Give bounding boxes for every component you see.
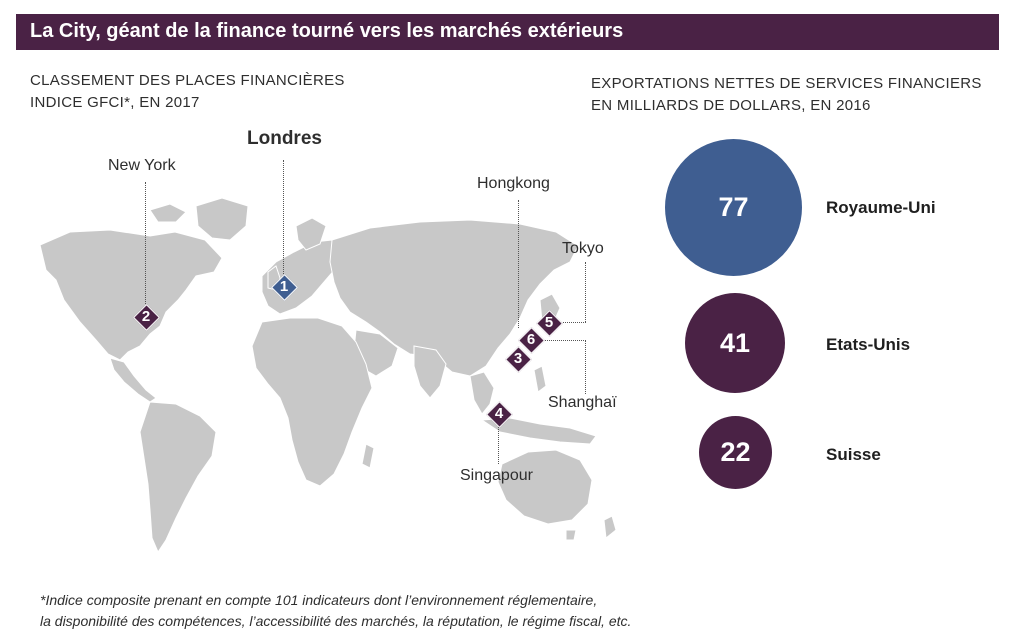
leader-line-tokyo-h (560, 322, 586, 323)
leader-line-londres (283, 160, 284, 278)
world-map: Londres New York Hongkong Singapour Toky… (39, 128, 617, 554)
arctic-islands-shape (149, 203, 187, 223)
leader-line-tokyo-v (585, 262, 586, 322)
leader-line-shanghai-h (540, 340, 586, 341)
leader-line-singapour (498, 424, 499, 464)
india-shape (413, 345, 447, 399)
rank-number: 6 (526, 331, 536, 348)
page-title: La City, géant de la finance tourné vers… (30, 20, 624, 42)
central-america-shape (109, 357, 157, 403)
asia-shape (329, 219, 579, 377)
rank-number: 5 (544, 314, 554, 331)
rank-marker-singapour: 4 (486, 401, 513, 428)
rank-number: 1 (279, 278, 289, 295)
new-zealand-shape (603, 515, 617, 539)
rank-number: 4 (494, 405, 504, 422)
rank-marker-new-york: 2 (133, 304, 160, 331)
philippines-shape (533, 365, 547, 393)
world-map-shapes (39, 197, 617, 554)
rank-marker-shanghai: 6 (518, 327, 545, 354)
tasmania-shape (565, 529, 577, 541)
madagascar-shape (361, 443, 375, 469)
footnote: *Indice composite prenant en compte 101 … (40, 590, 631, 632)
leader-line-hongkong (518, 200, 519, 328)
greenland-shape (195, 197, 249, 241)
bubble-value-etats-unis: 41 (719, 327, 751, 358)
bubble-label-etats-unis: Etats-Unis (826, 335, 911, 354)
rank-marker-tokyo: 5 (536, 310, 563, 337)
city-label-tokyo: Tokyo (562, 240, 604, 257)
bubble-suisse: 22 (699, 416, 772, 489)
city-label-londres: Londres (247, 128, 322, 149)
rank-marker-londres: 1 (271, 274, 298, 301)
city-label-new-york: New York (108, 157, 176, 174)
rank-number: 3 (513, 350, 523, 367)
title-bar: La City, géant de la finance tourné vers… (16, 14, 999, 50)
scandinavia-shape (295, 217, 327, 251)
bubble-value-suisse: 22 (720, 437, 751, 467)
city-label-hongkong: Hongkong (477, 175, 550, 192)
africa-shape (251, 317, 373, 487)
rank-marker-hongkong: 3 (505, 346, 532, 373)
se-asia-shape (469, 371, 495, 415)
ranking-subtitle-line2: INDICE GFCI*, EN 2017 (30, 94, 200, 111)
south-america-shape (139, 401, 217, 554)
bubble-etats-unis: 41 (685, 293, 785, 393)
exports-subtitle-line2: EN MILLIARDS DE DOLLARS, EN 2016 (591, 97, 871, 114)
city-label-singapour: Singapour (460, 467, 533, 484)
ranking-subtitle: CLASSEMENT DES PLACES FINANCIÈRES INDICE… (30, 70, 345, 114)
leader-line-shanghai-v (585, 340, 586, 394)
ranking-subtitle-line1: CLASSEMENT DES PLACES FINANCIÈRES (30, 72, 345, 89)
exports-subtitle-line1: EXPORTATIONS NETTES DE SERVICES FINANCIE… (591, 75, 982, 92)
north-america-shape (39, 229, 223, 361)
footnote-line2: la disponibilité des compétences, l’acce… (40, 613, 632, 629)
leader-line-new-york (145, 182, 146, 304)
bubble-value-royaume-uni: 77 (718, 192, 749, 222)
rank-number: 2 (141, 308, 151, 325)
footnote-line1: *Indice composite prenant en compte 101 … (40, 592, 598, 608)
bubble-label-suisse: Suisse (826, 445, 881, 464)
bubble-royaume-uni: 77 (665, 139, 802, 276)
australia-shape (497, 449, 593, 525)
bubble-label-royaume-uni: Royaume-Uni (826, 198, 936, 217)
exports-subtitle: EXPORTATIONS NETTES DE SERVICES FINANCIE… (591, 73, 982, 117)
indonesia-shape (480, 417, 597, 445)
city-label-shanghai: Shanghaï (548, 394, 617, 411)
